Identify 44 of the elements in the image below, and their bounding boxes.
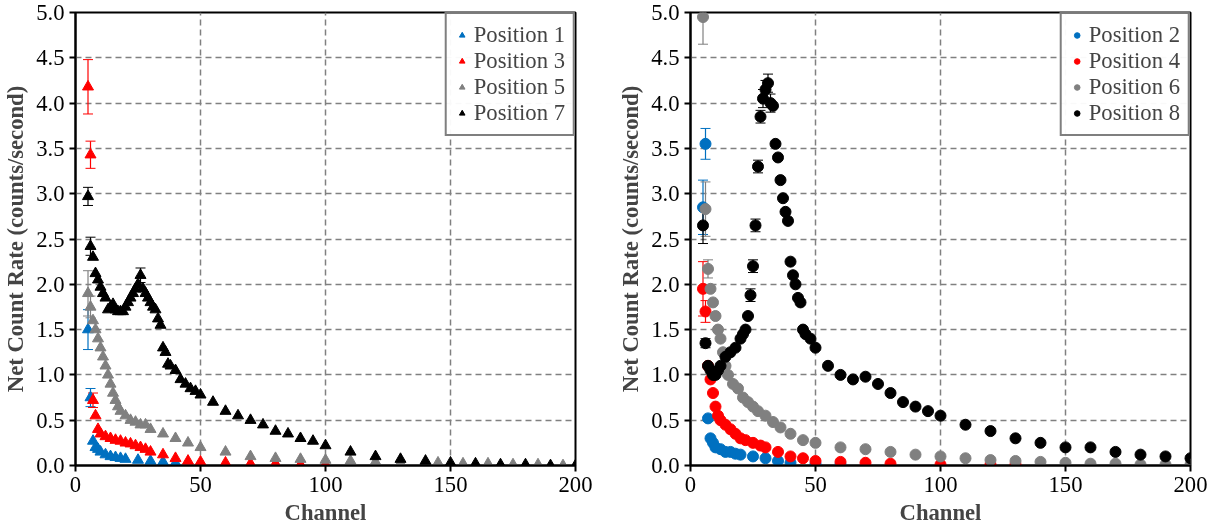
y-tick-label: 4.5 [651, 45, 680, 71]
y-tick-label: 1.5 [651, 317, 680, 343]
y-tick-label: 1.5 [36, 317, 65, 343]
x-tick-label: 150 [1048, 471, 1083, 497]
x-tick-label: 50 [804, 471, 827, 497]
y-tick-label: 0.5 [651, 407, 680, 433]
x-tick-label: 100 [308, 471, 343, 497]
y-tick-label: 1.0 [651, 362, 680, 388]
y-tick-label: 2.5 [651, 226, 680, 252]
x-axis-title: Channel [284, 499, 367, 525]
legend-label: Position 8 [1088, 100, 1180, 126]
y-tick-label: 2.5 [36, 226, 65, 252]
x-tick-label: 0 [684, 471, 697, 497]
legend-label: Position 2 [1088, 22, 1180, 48]
legend-label: Position 4 [1088, 48, 1180, 74]
x-tick-label: 200 [558, 471, 593, 497]
y-tick-label: 1.0 [36, 362, 65, 388]
legend-label: Position 3 [473, 48, 565, 74]
legend-label: Position 1 [473, 22, 565, 48]
x-tick-label: 100 [923, 471, 958, 497]
y-axis-title: Net Count Rate (counts/second) [618, 85, 644, 393]
x-tick-label: 50 [189, 471, 212, 497]
y-tick-label: 2.0 [36, 271, 65, 297]
legend-label: Position 6 [1088, 74, 1180, 100]
legend-label: Position 7 [473, 100, 565, 126]
y-axis-title: Net Count Rate (counts/second) [3, 85, 29, 393]
y-tick-label: 2.0 [651, 271, 680, 297]
y-tick-label: 4.0 [36, 90, 65, 116]
x-tick-label: 200 [1173, 471, 1208, 497]
y-tick-label: 4.0 [651, 90, 680, 116]
y-tick-label: 5.0 [36, 0, 65, 25]
y-tick-label: 3.5 [651, 135, 680, 161]
x-tick-label: 150 [433, 471, 468, 497]
y-tick-label: 4.5 [36, 45, 65, 71]
y-tick-label: 3.0 [36, 181, 65, 207]
x-tick-label: 0 [69, 471, 82, 497]
y-tick-label: 3.0 [651, 181, 680, 207]
y-tick-label: 5.0 [651, 0, 680, 25]
x-axis-title: Channel [899, 499, 982, 525]
y-tick-label: 0.5 [36, 407, 65, 433]
y-tick-label: 0.0 [651, 453, 680, 478]
y-tick-label: 3.5 [36, 135, 65, 161]
legend-label: Position 5 [473, 74, 565, 100]
y-tick-label: 0.0 [36, 453, 65, 478]
